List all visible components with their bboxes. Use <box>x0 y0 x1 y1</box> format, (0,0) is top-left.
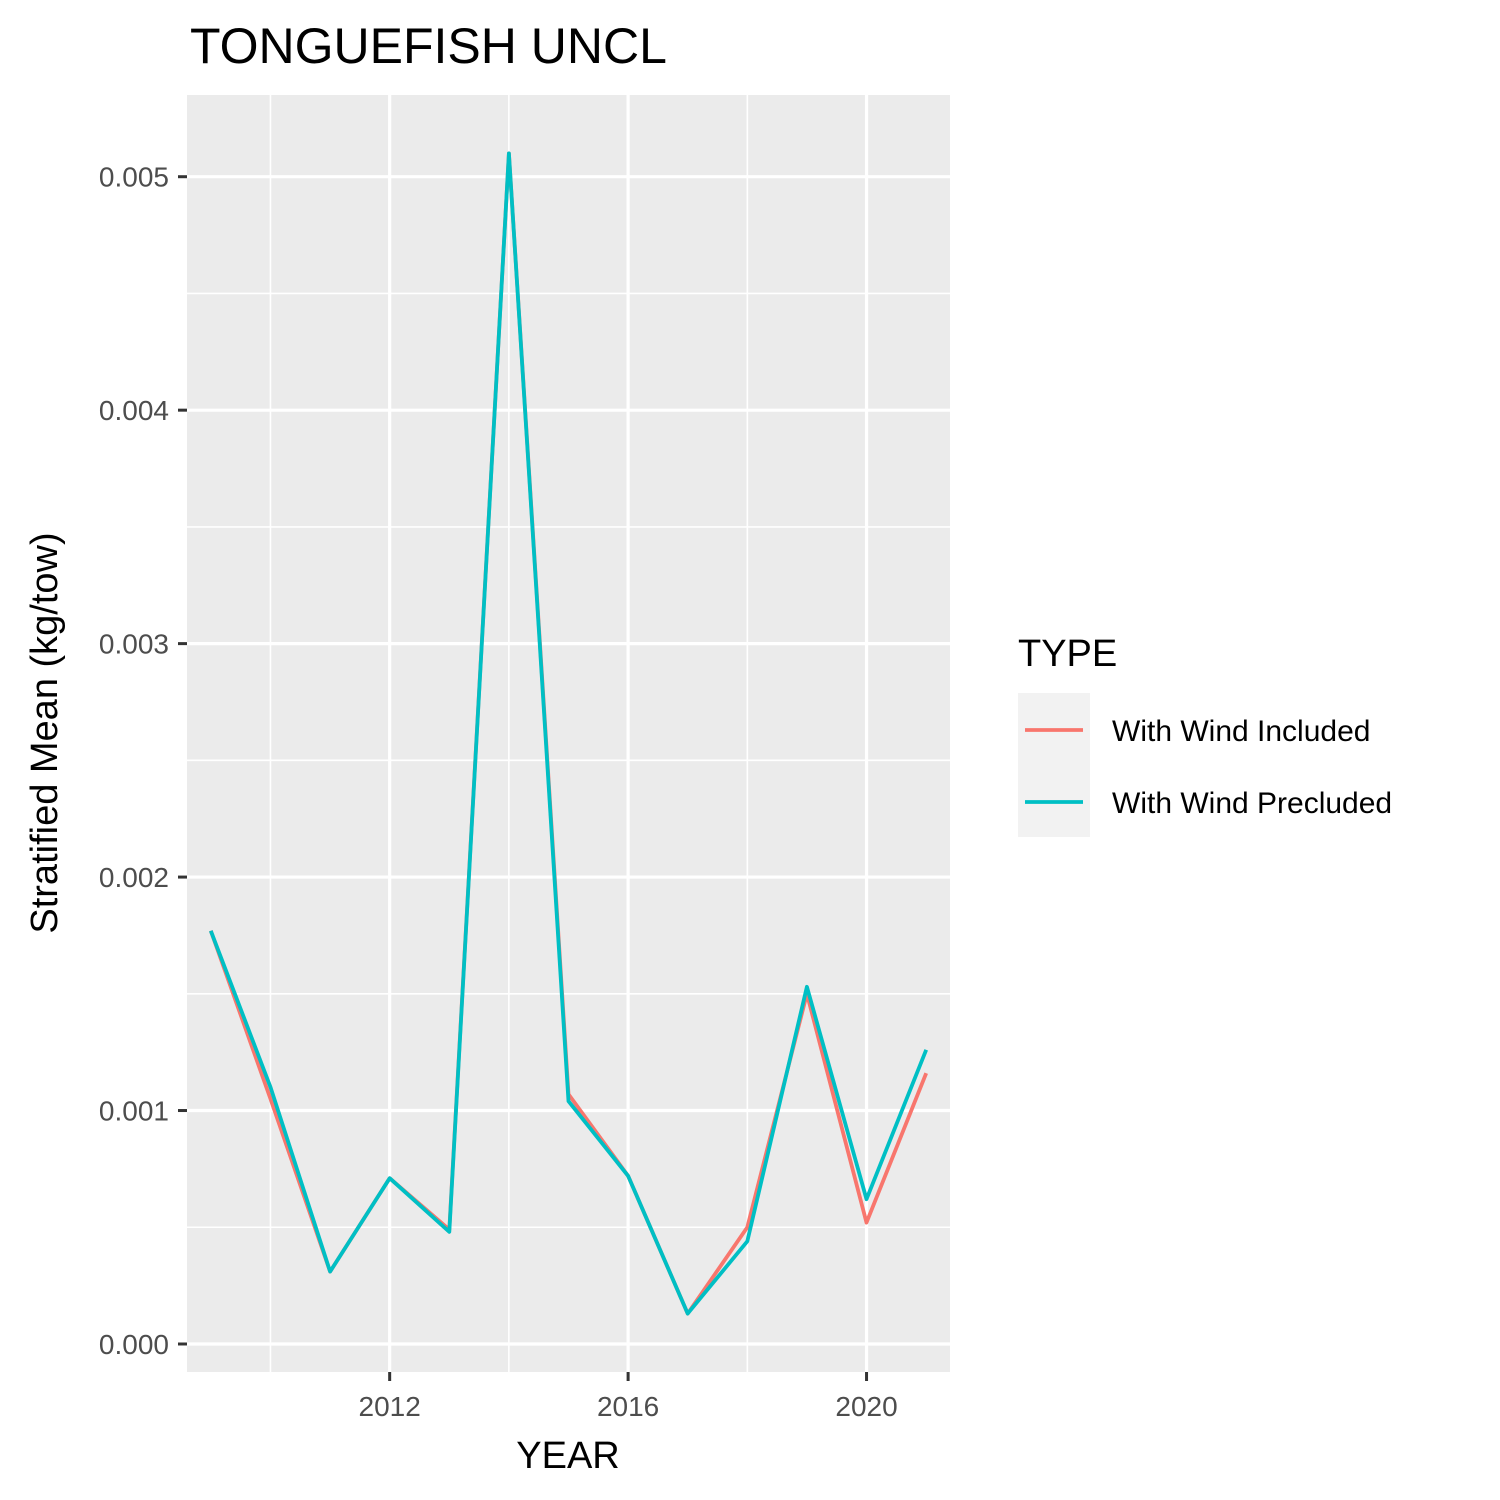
series-line-2 <box>209 151 928 1316</box>
legend: TYPE With Wind Included With Wind Preclud… <box>1018 633 1392 837</box>
x-tick-label: 2016 <box>597 1391 659 1422</box>
y-tick-label: 0.005 <box>99 162 169 193</box>
y-axis: 0.000 0.001 0.002 0.003 0.004 0.005 <box>99 162 187 1360</box>
x-tick-label: 2020 <box>835 1391 897 1422</box>
y-tick-label: 0.003 <box>99 629 169 660</box>
y-tick-label: 0.002 <box>99 862 169 893</box>
y-axis-title: Stratified Mean (kg/tow) <box>24 532 66 933</box>
x-axis: 2012 2016 2020 <box>359 1372 898 1422</box>
x-axis-title: YEAR <box>516 1435 619 1477</box>
y-tick-label: 0.004 <box>99 395 169 426</box>
legend-label: With Wind Precluded <box>1112 787 1392 820</box>
y-tick-label: 0.000 <box>99 1329 169 1360</box>
legend-key-background <box>1018 693 1090 837</box>
x-tick-label: 2012 <box>359 1391 421 1422</box>
legend-title: TYPE <box>1018 633 1117 675</box>
chart-title: TONGUEFISH UNCL <box>190 18 667 74</box>
legend-label: With Wind Included <box>1112 715 1370 748</box>
series-lines <box>209 151 928 1316</box>
plot-panel <box>187 95 950 1372</box>
major-gridlines <box>187 95 950 1372</box>
y-tick-label: 0.001 <box>99 1096 169 1127</box>
